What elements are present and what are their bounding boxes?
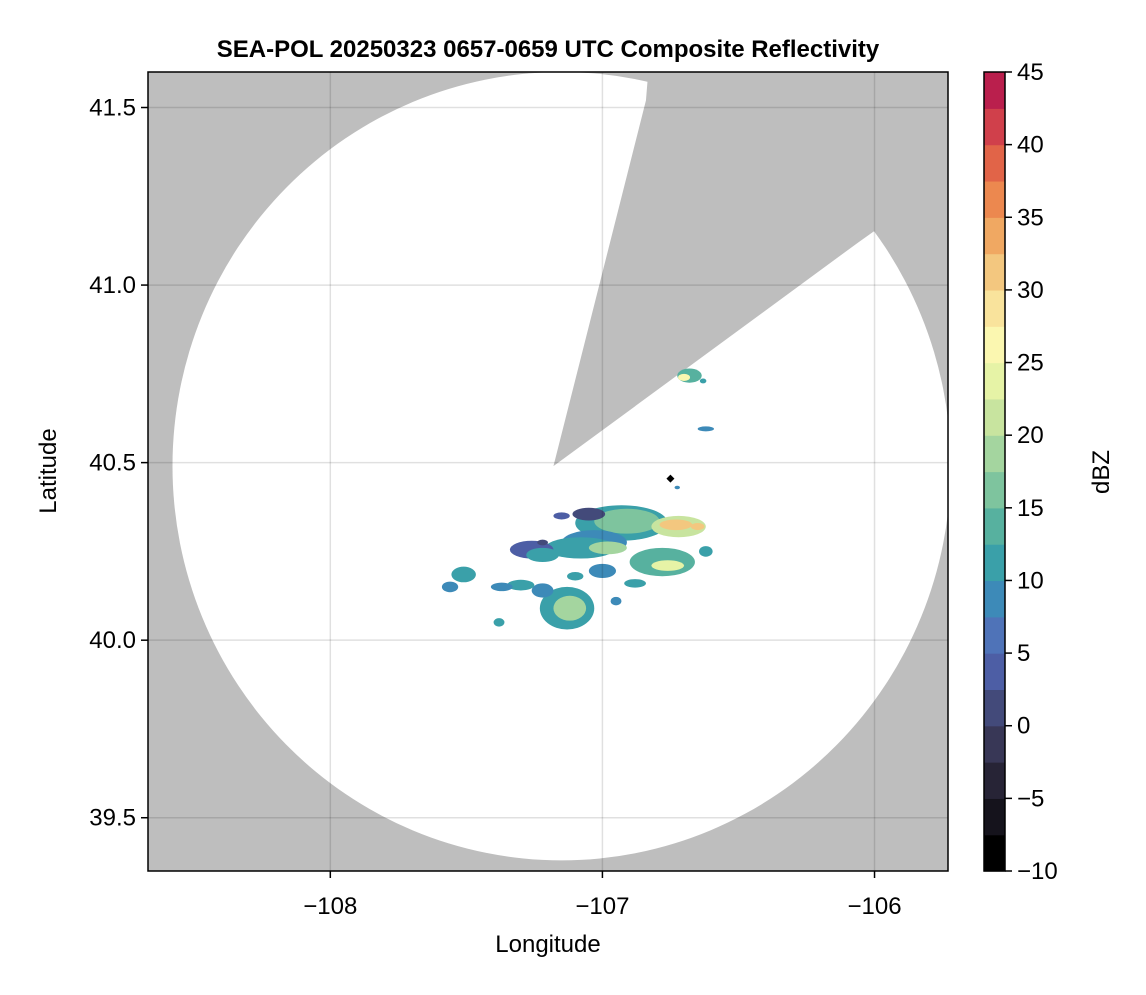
colorbar-tick-label: −10 bbox=[1017, 858, 1058, 885]
colorbar-tick-label: 45 bbox=[1017, 59, 1044, 86]
colorbar-tick-label: 25 bbox=[1017, 350, 1044, 377]
echo-cell bbox=[531, 583, 554, 598]
echo-cell bbox=[659, 519, 693, 531]
echo-cell bbox=[572, 507, 606, 521]
colorbar-swatch bbox=[984, 616, 1005, 654]
colorbar-swatch bbox=[984, 798, 1005, 836]
colorbar-swatch bbox=[984, 689, 1005, 727]
x-tick-label: −106 bbox=[847, 893, 901, 920]
colorbar-tick-label: 15 bbox=[1017, 495, 1044, 522]
echo-cell bbox=[588, 541, 627, 555]
plot-frame bbox=[147, 71, 949, 872]
colorbar-swatch bbox=[984, 435, 1005, 473]
echo-layer bbox=[441, 368, 714, 630]
blocked-sector bbox=[553, 72, 948, 467]
y-tick-label: 40.0 bbox=[89, 627, 136, 654]
echo-cell bbox=[697, 426, 714, 432]
axes: −108 −107 −106 39.5 40.0 40.5 41.0 41.5 bbox=[89, 95, 901, 920]
echo-cell bbox=[553, 595, 587, 621]
colorbar-label: dBZ bbox=[1088, 450, 1115, 494]
colorbar-swatch bbox=[984, 144, 1005, 182]
y-axis-label: Latitude bbox=[35, 428, 62, 513]
echo-cell bbox=[699, 378, 707, 384]
echo-cell bbox=[690, 522, 705, 531]
radar-site-layer bbox=[666, 474, 675, 483]
colorbar-swatch bbox=[984, 544, 1005, 582]
y-tick-label: 41.0 bbox=[89, 272, 136, 299]
colorbar-tick-label: 0 bbox=[1017, 713, 1030, 740]
colorbar-swatch bbox=[984, 762, 1005, 799]
colorbar-swatch bbox=[984, 108, 1005, 146]
colorbar-swatch bbox=[984, 725, 1005, 763]
echo-cell bbox=[651, 560, 685, 571]
y-tick-label: 40.5 bbox=[89, 450, 136, 477]
echo-cell bbox=[610, 596, 622, 606]
x-tick-label: −108 bbox=[303, 893, 357, 920]
colorbar-tick-label: 30 bbox=[1017, 277, 1044, 304]
colorbar-tick-label: 40 bbox=[1017, 132, 1044, 159]
grid-lines bbox=[148, 72, 948, 871]
colorbar-swatch bbox=[984, 471, 1005, 509]
colorbar-frame bbox=[983, 71, 1006, 872]
colorbar-swatch bbox=[984, 72, 1005, 109]
echo-cell bbox=[624, 579, 646, 588]
echo-cell bbox=[441, 581, 459, 593]
echo-cell bbox=[537, 539, 548, 546]
echo-cell bbox=[507, 579, 535, 591]
colorbar-swatch bbox=[984, 653, 1005, 691]
colorbar-swatch bbox=[984, 289, 1005, 327]
colorbar-tick-label: 35 bbox=[1017, 204, 1044, 231]
colorbar-swatch bbox=[984, 507, 1005, 545]
x-axis-label: Longitude bbox=[495, 931, 600, 958]
colorbar-swatch bbox=[984, 834, 1005, 872]
echo-cell bbox=[553, 512, 570, 520]
echo-cell bbox=[678, 373, 691, 381]
colorbar-swatch bbox=[984, 180, 1005, 218]
colorbar-tick-label: 10 bbox=[1017, 567, 1044, 594]
colorbar-tick-label: 5 bbox=[1017, 640, 1030, 667]
colorbar-tick-label: −5 bbox=[1017, 785, 1044, 812]
chart-title: SEA-POL 20250323 0657-0659 UTC Composite… bbox=[217, 36, 880, 63]
colorbar: −10 −5 0 5 10 15 20 25 30 35 40 45 bbox=[983, 59, 1058, 885]
colorbar-swatch bbox=[984, 253, 1005, 291]
x-tick-label: −107 bbox=[575, 893, 629, 920]
echo-cell bbox=[526, 547, 559, 563]
echo-cell bbox=[699, 546, 713, 557]
colorbar-tick-label: 20 bbox=[1017, 422, 1044, 449]
echo-cell bbox=[674, 485, 680, 490]
plot-area bbox=[148, 72, 948, 871]
echo-cell bbox=[490, 582, 513, 592]
y-tick-label: 41.5 bbox=[89, 95, 136, 122]
colorbar-swatch bbox=[984, 580, 1005, 618]
echo-cell bbox=[493, 618, 505, 627]
colorbar-swatch bbox=[984, 217, 1005, 255]
echo-cell bbox=[567, 571, 584, 581]
radar-site-marker bbox=[666, 474, 675, 483]
colorbar-swatch bbox=[984, 326, 1005, 364]
echo-cell bbox=[451, 566, 476, 583]
echo-cell bbox=[594, 508, 660, 534]
y-tick-label: 39.5 bbox=[89, 805, 136, 832]
echo-cell bbox=[588, 563, 617, 579]
colorbar-swatch bbox=[984, 398, 1005, 436]
colorbar-swatch bbox=[984, 362, 1005, 400]
